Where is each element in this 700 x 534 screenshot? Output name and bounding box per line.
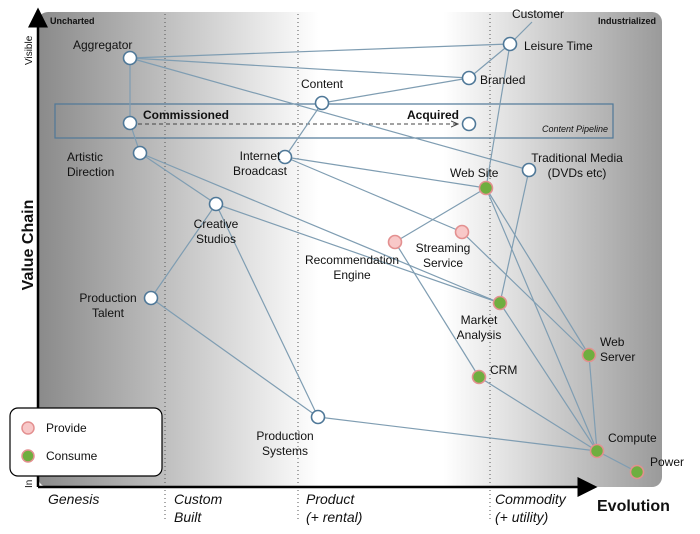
node bbox=[143, 290, 159, 306]
node bbox=[471, 369, 487, 385]
node-label: Power bbox=[650, 455, 684, 469]
node-label: Branded bbox=[480, 73, 525, 87]
node bbox=[629, 464, 645, 480]
node-label: Artistic bbox=[67, 150, 103, 164]
node-label: Internet bbox=[240, 149, 281, 163]
edge bbox=[485, 187, 598, 452]
legend-entry: Consume bbox=[46, 449, 98, 463]
stage-label: Custom bbox=[174, 491, 223, 507]
edge bbox=[461, 231, 590, 356]
edge bbox=[588, 354, 598, 452]
y-axis-top: Visible bbox=[24, 35, 35, 65]
node-label: Talent bbox=[92, 306, 125, 320]
node bbox=[581, 347, 597, 363]
node-label: Systems bbox=[262, 444, 308, 458]
node-label: Leisure Time bbox=[524, 39, 593, 53]
y-axis-title: Value Chain bbox=[20, 200, 37, 291]
node-label: Commissioned bbox=[143, 108, 229, 122]
pipeline-label: Content Pipeline bbox=[542, 124, 608, 134]
edge bbox=[129, 57, 470, 79]
edge bbox=[139, 152, 501, 304]
node-label: Studios bbox=[196, 232, 236, 246]
edge bbox=[485, 187, 590, 356]
stage-dividers bbox=[164, 14, 491, 522]
node bbox=[277, 149, 293, 165]
stage-label: (+ utility) bbox=[495, 509, 548, 525]
edge bbox=[499, 302, 598, 452]
edge bbox=[139, 152, 217, 205]
stage-label: Genesis bbox=[48, 491, 99, 507]
edge bbox=[317, 416, 598, 452]
stage-label: Built bbox=[174, 509, 202, 525]
node bbox=[310, 409, 326, 425]
edge bbox=[394, 241, 480, 378]
node-label: Service bbox=[423, 256, 463, 270]
edge bbox=[284, 156, 487, 189]
node bbox=[589, 443, 605, 459]
stage-label: (+ rental) bbox=[306, 509, 362, 525]
y-axis-bottom: In bbox=[24, 480, 35, 488]
edge bbox=[215, 203, 501, 304]
nodes: Customer Leisure Time Aggregator Branded Con… bbox=[67, 7, 684, 480]
node-label: Production bbox=[79, 291, 136, 305]
node-label: Recommendation bbox=[305, 253, 399, 267]
edge bbox=[150, 297, 319, 418]
stage-labels: Genesis Custom Built Product (+ rental) Commo… bbox=[48, 491, 567, 525]
node bbox=[502, 36, 518, 52]
x-axis-title: Evolution bbox=[597, 498, 670, 515]
node-label: Web bbox=[600, 335, 625, 349]
node bbox=[314, 95, 330, 111]
node-label: Web Site bbox=[450, 166, 499, 180]
node-label: Streaming bbox=[416, 241, 471, 255]
corner-label: Industrialized bbox=[598, 16, 656, 26]
node-label: (DVDs etc) bbox=[548, 166, 607, 180]
node bbox=[208, 196, 224, 212]
edge bbox=[321, 77, 470, 104]
node bbox=[461, 70, 477, 86]
node-label: Broadcast bbox=[233, 164, 288, 178]
stage-label: Commodity bbox=[495, 491, 567, 507]
legend-entry: Provide bbox=[46, 421, 87, 435]
node-label: Content bbox=[301, 77, 344, 91]
node-label: Acquired bbox=[407, 108, 459, 122]
node-label: Market bbox=[461, 313, 498, 327]
legend: Provide Consume bbox=[9, 407, 163, 477]
node-label: Engine bbox=[333, 268, 371, 282]
edge bbox=[478, 376, 598, 452]
edge bbox=[150, 203, 217, 299]
edge bbox=[284, 102, 323, 158]
edge bbox=[596, 450, 638, 473]
node bbox=[478, 180, 494, 196]
background bbox=[38, 12, 662, 487]
node-label: Direction bbox=[67, 165, 114, 179]
stage-label: Product bbox=[306, 491, 355, 507]
node-label: Analysis bbox=[457, 328, 502, 342]
node bbox=[461, 116, 477, 132]
node bbox=[122, 115, 138, 131]
node-label: Traditional Media bbox=[531, 151, 623, 165]
node bbox=[492, 295, 508, 311]
node-label: Server bbox=[600, 350, 635, 364]
node bbox=[132, 145, 148, 161]
content-pipeline-box bbox=[54, 103, 614, 139]
node-label: Aggregator bbox=[73, 38, 132, 52]
node-label: Creative bbox=[194, 217, 239, 231]
edge bbox=[129, 57, 530, 171]
node bbox=[454, 224, 470, 240]
node bbox=[122, 50, 138, 66]
edge bbox=[468, 43, 511, 79]
edge bbox=[485, 43, 511, 189]
corner-label: Uncharted bbox=[50, 16, 95, 26]
node-label: CRM bbox=[490, 363, 517, 377]
edge bbox=[129, 43, 511, 59]
node-label: Compute bbox=[608, 431, 657, 445]
node bbox=[521, 162, 537, 178]
node bbox=[387, 234, 403, 250]
node-label: Production bbox=[256, 429, 313, 443]
node-label: Customer bbox=[512, 7, 564, 21]
edge bbox=[499, 169, 530, 304]
edge bbox=[394, 187, 487, 243]
edge bbox=[215, 203, 319, 418]
